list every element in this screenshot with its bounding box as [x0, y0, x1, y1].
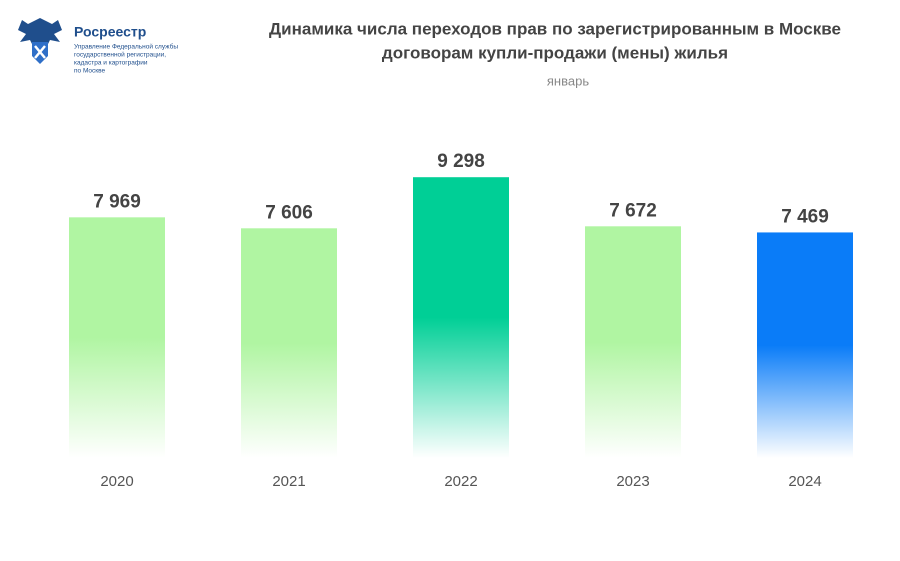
value-label: 7 969 — [93, 191, 141, 212]
value-label: 7 672 — [609, 200, 657, 221]
chart-subtitle: январь — [547, 73, 589, 88]
value-label: 7 606 — [265, 202, 313, 223]
bar — [69, 217, 165, 458]
logo-line: кадастра и картографии — [74, 60, 148, 67]
logo-emblem — [18, 18, 62, 64]
logo-line: государственной регистрации, — [74, 51, 166, 59]
bar — [413, 177, 509, 459]
value-label: 9 298 — [437, 151, 485, 172]
logo-line: по Москве — [74, 68, 106, 75]
x-tick-label: 2023 — [616, 473, 649, 490]
bar — [585, 226, 681, 458]
logo-line: Управление Федеральной службы — [74, 43, 178, 51]
x-tick-label: 2024 — [788, 473, 821, 490]
value-label: 7 469 — [781, 206, 829, 227]
chart-title: договорам купли-продажи (мены) жилья — [382, 43, 728, 62]
bar — [241, 228, 337, 458]
logo-name: Росреестр — [74, 24, 146, 40]
chart-title: Динамика числа переходов прав по зарегис… — [269, 19, 841, 38]
bar — [757, 232, 853, 458]
x-tick-label: 2020 — [100, 473, 133, 490]
x-tick-label: 2021 — [272, 473, 305, 490]
x-tick-label: 2022 — [444, 473, 477, 490]
